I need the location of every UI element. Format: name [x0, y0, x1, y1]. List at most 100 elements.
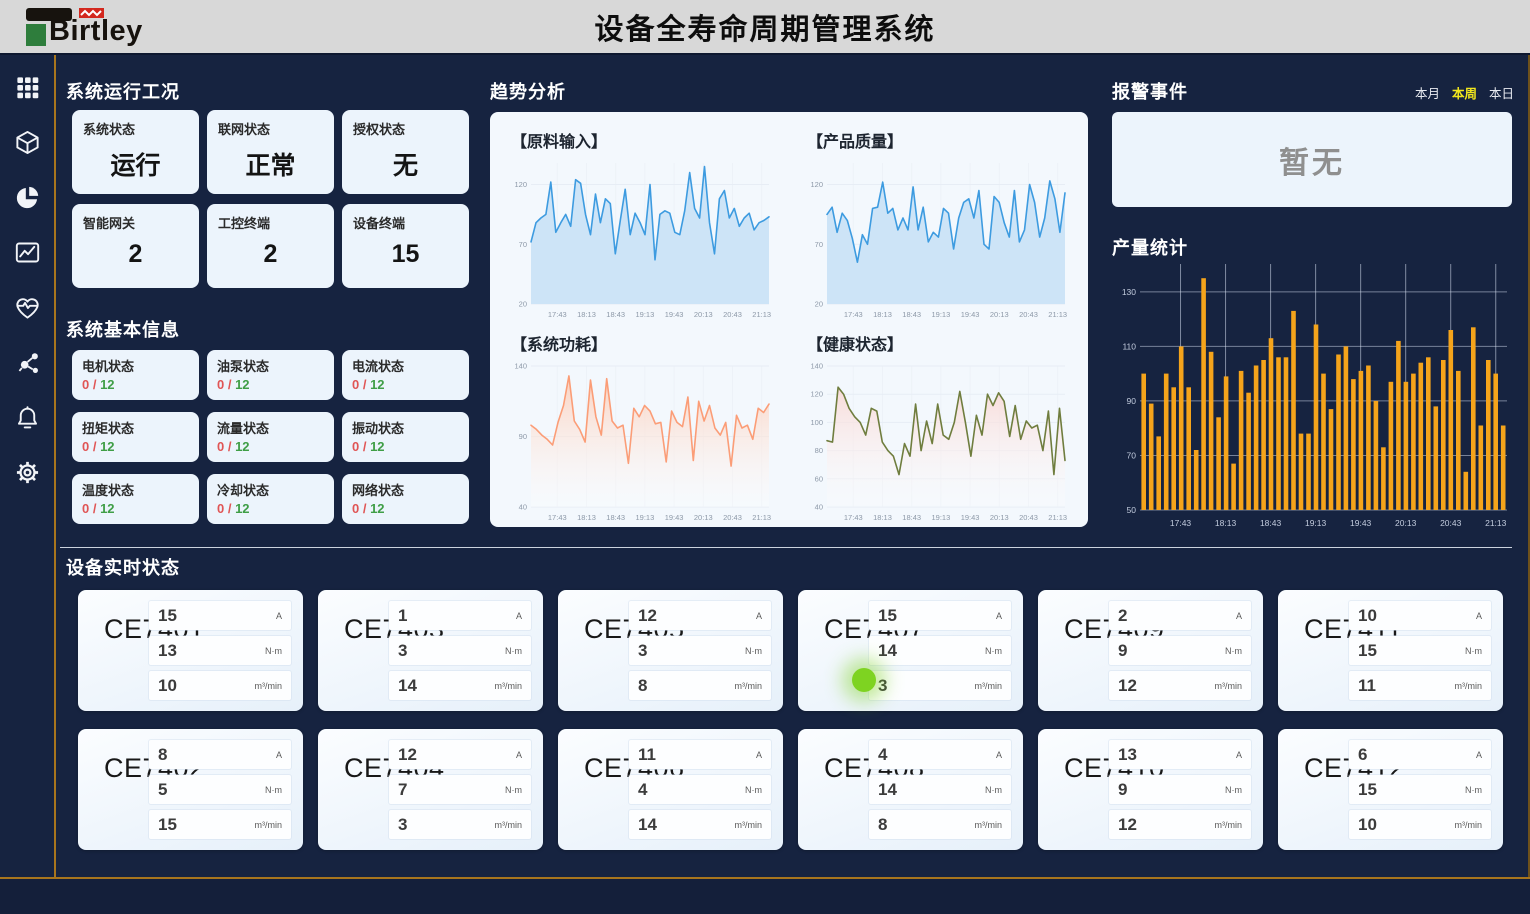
device-metric-value: 7	[398, 779, 408, 799]
info-card: 电流状态 0 / 12	[342, 350, 469, 400]
status-card-value: 正常	[245, 152, 296, 180]
page-title: 设备全寿命周期管理系统	[594, 13, 936, 46]
svg-text:19:13: 19:13	[635, 310, 654, 319]
svg-text:20:13: 20:13	[990, 310, 1009, 319]
device-metric-row: 12 A	[629, 601, 771, 630]
info-card: 流量状态 0 / 12	[207, 412, 334, 462]
health-pulse-icon[interactable]	[14, 294, 41, 321]
svg-text:21:13: 21:13	[752, 310, 771, 319]
status-card: 工控终端 2	[207, 204, 334, 288]
device-metric-unit: A	[995, 749, 1002, 760]
svg-text:18:43: 18:43	[606, 310, 625, 319]
alarm-empty-text: 暂无	[1279, 146, 1345, 180]
gear-icon[interactable]	[14, 459, 41, 486]
alarm-tab[interactable]: 本周	[1451, 87, 1477, 101]
device-metric-unit: N·m	[505, 645, 522, 656]
alarm-tab[interactable]: 本日	[1488, 87, 1514, 101]
device-metric-unit: m³/min	[1454, 819, 1483, 830]
device-metric-unit: m³/min	[974, 680, 1003, 691]
device-metric-unit: A	[755, 610, 762, 621]
device-metric-unit: N·m	[505, 784, 522, 795]
device-metric-value: 15	[1358, 779, 1377, 799]
device-metric-unit: N·m	[1465, 645, 1482, 656]
svg-text:19:13: 19:13	[635, 513, 654, 522]
birtley-logo: Birtley	[26, 6, 196, 50]
info-card: 扭矩状态 0 / 12	[72, 412, 199, 462]
device-metric-row: 10 A	[1349, 601, 1491, 630]
status-card-value: 15	[391, 240, 420, 268]
device-metric-row: 8 m³/min	[629, 671, 771, 700]
svg-text:18:43: 18:43	[606, 513, 625, 522]
trend-chart-title: 【产品质量】	[807, 134, 904, 151]
line-chart-icon[interactable]	[14, 239, 41, 266]
svg-text:20:13: 20:13	[1395, 518, 1417, 528]
info-card-ratio: 0 / 12	[352, 439, 385, 454]
sidebar-nav	[0, 55, 56, 877]
device-metric-row: 5 N·m	[149, 775, 291, 804]
status-card: 系统状态 运行	[72, 110, 199, 194]
logo-zigzag-icon	[79, 8, 104, 18]
svg-text:40: 40	[815, 503, 823, 512]
cube-icon[interactable]	[14, 129, 41, 156]
info-card-ratio: 0 / 12	[352, 377, 385, 392]
status-card: 授权状态无	[342, 110, 469, 194]
svg-text:20:43: 20:43	[723, 513, 742, 522]
info-card: 网络状态 0 / 12	[342, 474, 469, 524]
device-metric-unit: A	[515, 610, 522, 621]
molecule-icon[interactable]	[14, 349, 41, 376]
alarm-title: 报警事件	[1112, 82, 1188, 102]
system-info-grid: 电机状态 0 / 12 油泵状态 0 / 12 电流状态 0 / 12 扭矩状态 0 / 12…	[72, 350, 469, 524]
device-metric-row: 13 A	[1109, 740, 1251, 769]
svg-text:70: 70	[1127, 450, 1137, 460]
trend-chart-system_power: 【系统功耗】 17:43 18:13 18:43 19:13 19:43 20:13 20:4…	[505, 327, 777, 524]
svg-text:90: 90	[519, 432, 527, 441]
device-metric-value: 10	[158, 675, 177, 695]
svg-text:20:13: 20:13	[694, 310, 713, 319]
device-metric-unit: m³/min	[1454, 680, 1483, 691]
info-card-ratio: 0 / 12	[82, 377, 115, 392]
svg-text:120: 120	[810, 180, 823, 189]
device-metric-value: 9	[1118, 640, 1128, 660]
device-metric-unit: N·m	[745, 784, 762, 795]
info-card-label: 网络状态	[352, 483, 405, 498]
device-metric-value: 13	[1118, 744, 1137, 764]
svg-text:19:13: 19:13	[1305, 518, 1327, 528]
svg-text:120: 120	[810, 390, 823, 399]
svg-text:100: 100	[810, 418, 823, 427]
svg-text:21:13: 21:13	[1048, 513, 1067, 522]
device-metric-value: 8	[638, 675, 648, 695]
device-metric-row: 3 m³/min	[869, 671, 1011, 700]
device-metric-row: 11 m³/min	[1349, 671, 1491, 700]
info-card-ratio: 0 / 12	[217, 439, 250, 454]
device-metric-value: 4	[878, 744, 888, 764]
svg-text:40: 40	[519, 503, 527, 512]
device-metric-row: 15 A	[149, 601, 291, 630]
svg-text:19:43: 19:43	[665, 310, 684, 319]
alarm-tab[interactable]: 本月	[1414, 87, 1440, 101]
device-metric-row: 8 m³/min	[869, 810, 1011, 839]
svg-text:17:43: 17:43	[844, 513, 863, 522]
status-card-label: 工控终端	[218, 216, 271, 231]
apps-grid-icon[interactable]	[14, 74, 41, 101]
svg-text:20:43: 20:43	[1440, 518, 1462, 528]
device-metric-unit: A	[1235, 749, 1242, 760]
pie-chart-icon[interactable]	[14, 184, 41, 211]
device-metric-unit: N·m	[1225, 784, 1242, 795]
status-card-value: 无	[392, 152, 418, 180]
bell-icon[interactable]	[14, 404, 41, 431]
info-card-label: 电流状态	[352, 359, 405, 374]
